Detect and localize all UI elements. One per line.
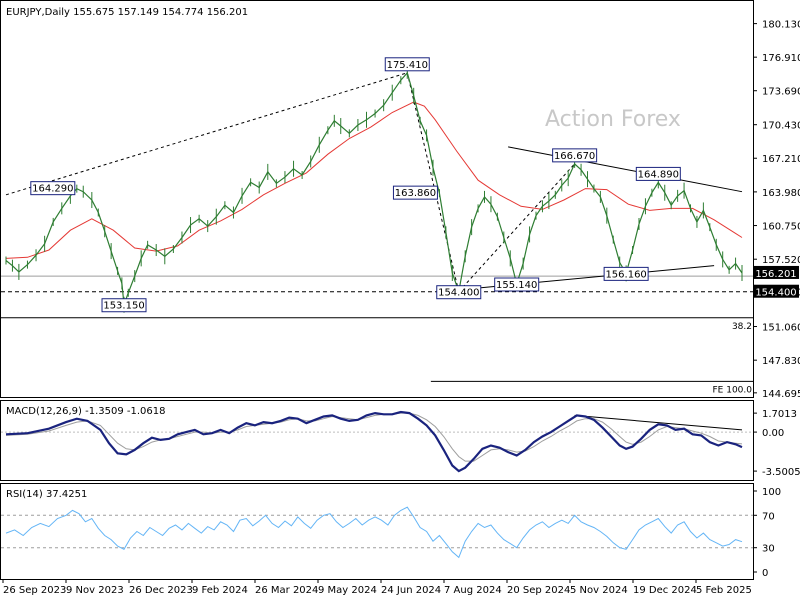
annotation-box — [603, 266, 649, 281]
annotation-label: 164.890 — [638, 169, 679, 180]
annotation-label: 153.150 — [103, 301, 144, 312]
x-tick-label: 19 Dec 2024 — [633, 585, 697, 596]
x-tick-label: 7 Aug 2024 — [444, 585, 502, 596]
annotation-box — [635, 166, 681, 181]
price-y-tick-label: 157.520 — [762, 255, 800, 266]
rsi-y-tick-label: 70 — [762, 511, 775, 522]
price-panel: 180.130 176.910 173.690 170.430 167.210 163.9… — [0, 0, 800, 400]
x-axis: 26 Sep 2023 9 Nov 2023 26 Dec 2023 9 Feb 20… — [2, 579, 752, 596]
macd-layers: 1.7013 0.00 -3.5005 — [1, 409, 800, 478]
x-tick-label: 9 Feb 2024 — [192, 585, 248, 596]
annotation-label: 164.290 — [32, 184, 73, 195]
price-y-tick-label: 144.695 — [762, 389, 800, 400]
trendline-rise-leg — [458, 163, 576, 293]
series-moving-average — [5, 101, 743, 259]
price-y-tick-label: 180.130 — [762, 20, 800, 31]
annotation-box — [494, 277, 540, 292]
price-panel-frame — [0, 0, 754, 398]
annotation-label: 156.160 — [605, 269, 646, 280]
price-y-tick-label: 160.750 — [762, 222, 800, 233]
rsi-title: RSI(14) 37.4251 — [6, 489, 87, 500]
support-price-box — [753, 284, 799, 298]
price-y-tick-label: 163.980 — [762, 188, 800, 199]
annotation-box — [101, 298, 147, 313]
rsi-layers: 100 70 30 0 — [1, 487, 781, 579]
price-layers: 180.130 176.910 173.690 170.430 167.210 163.9… — [1, 20, 800, 400]
annotation-box — [392, 185, 438, 200]
price-y-tick-label: 176.910 — [762, 53, 800, 64]
level-label: FE 100.0 — [713, 385, 753, 395]
trendline-falling-resistance — [508, 146, 743, 193]
annotation-label: 154.400 — [438, 288, 479, 299]
price-y-tick-label: 147.830 — [762, 356, 800, 367]
support-price-label: 154.400 — [755, 288, 796, 299]
macd-title: MACD(12,26,9) -1.3509 -1.0618 — [6, 406, 166, 417]
watermark: Action Forex — [545, 107, 681, 132]
macd-y-tick-label: 1.7013 — [762, 409, 797, 420]
rsi-panel: 100 70 30 0 RSI(14) 37.4251 — [0, 483, 781, 580]
x-tick-label: 26 Mar 2024 — [255, 585, 318, 596]
price-y-tick-label: 151.060 — [762, 323, 800, 334]
rsi-y-tick-label: 100 — [762, 487, 781, 498]
annotation-box — [384, 57, 430, 72]
annotation-box — [436, 285, 482, 300]
series-macd — [5, 410, 743, 473]
chart-header: EURJPY,Daily 155.675 157.149 154.774 156… — [6, 7, 248, 18]
annotation-label: 155.140 — [496, 280, 537, 291]
x-tick-label: 24 Jun 2024 — [381, 585, 441, 596]
annotation-label: 163.860 — [395, 188, 436, 199]
macd-panel: 1.7013 0.00 -3.5005 MACD(12,26,9) -1.3509 … — [0, 400, 800, 481]
trendline-upper-channel — [5, 72, 408, 196]
rsi-y-tick-label: 0 — [762, 568, 768, 579]
annotation-label: 175.410 — [387, 60, 428, 71]
x-tick-label: 5 Feb 2025 — [696, 585, 752, 596]
level-label: 38.2 — [732, 322, 752, 332]
annotation-box — [30, 181, 76, 196]
x-tick-label: 26 Sep 2023 — [3, 585, 66, 596]
macd-y-tick-label: -3.5005 — [762, 467, 800, 478]
macd-panel-frame — [0, 400, 754, 481]
price-y-tick-label: 170.430 — [762, 121, 800, 132]
current-price-label: 156.201 — [755, 269, 796, 280]
macd-y-tick-label: 0.00 — [762, 428, 784, 439]
price-y-tick-label: 173.690 — [762, 87, 800, 98]
rsi-panel-frame — [0, 483, 754, 580]
annotation-label: 166.670 — [554, 151, 595, 162]
x-tick-label: 26 Dec 2023 — [129, 585, 193, 596]
x-tick-label: 9 Nov 2023 — [66, 585, 124, 596]
x-tick-label: 9 May 2024 — [318, 585, 377, 596]
rsi-y-tick-label: 30 — [762, 544, 775, 555]
price-y-tick-label: 167.210 — [762, 154, 800, 165]
x-tick-label: 5 Nov 2024 — [570, 585, 628, 596]
trendline-fall-leg — [406, 72, 460, 292]
x-tick-label: 20 Sep 2024 — [507, 585, 570, 596]
current-price-box — [753, 265, 799, 279]
macd-trendline — [574, 414, 743, 431]
annotation-box — [552, 148, 598, 163]
series-rsi — [5, 506, 743, 559]
